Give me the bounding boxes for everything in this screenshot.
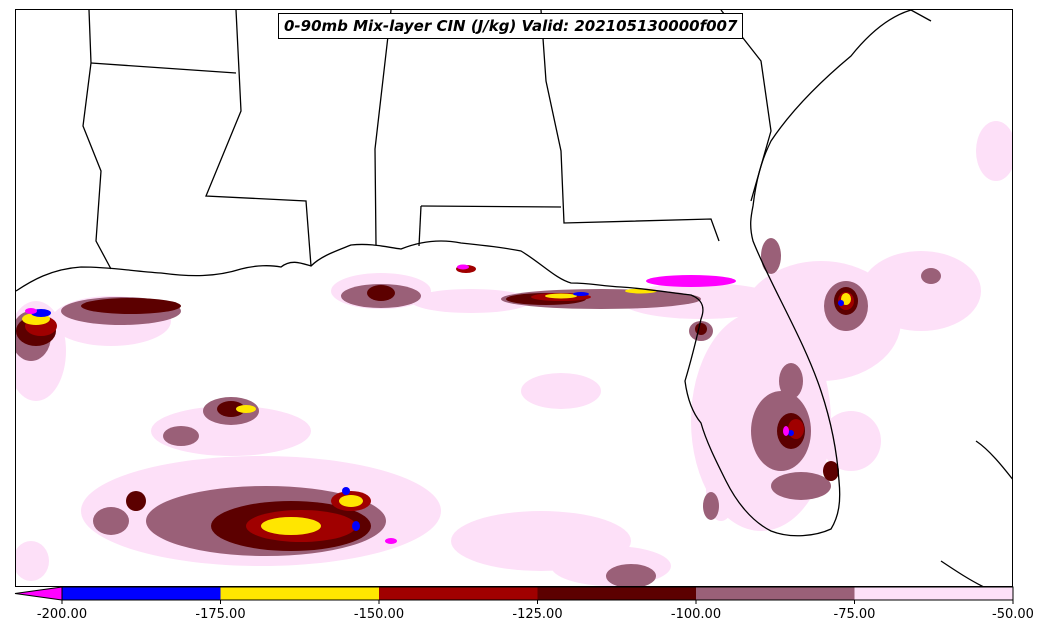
colorbar-tick-label: -50.00 xyxy=(992,607,1034,622)
colorbar-tick-label: -100.00 xyxy=(670,607,722,622)
cin-fill-magenta xyxy=(25,264,789,544)
colorbar-tick-label: -150.00 xyxy=(353,607,405,622)
coastlines xyxy=(16,10,1012,586)
colorbar-segment-0 xyxy=(62,587,221,600)
state-borders xyxy=(82,10,772,270)
colorbar-outline xyxy=(61,586,1014,601)
colorbar-tick-label: -75.00 xyxy=(833,607,876,622)
colorbar xyxy=(14,586,1014,604)
colorbar-tick-label: -125.00 xyxy=(512,607,563,622)
colorbar-segment-3 xyxy=(537,587,696,600)
colorbar-tick-label: -200.00 xyxy=(36,607,88,622)
colorbar-segment-1 xyxy=(220,587,379,600)
cin-map xyxy=(16,10,1012,586)
map-panel xyxy=(15,9,1013,587)
colorbar-extend-triangle xyxy=(14,586,63,601)
map-title: 0-90mb Mix-layer CIN (J/kg) Valid: 20210… xyxy=(278,13,744,39)
colorbar-tick-label: -175.00 xyxy=(195,607,246,622)
cin-fill-blue xyxy=(31,292,844,531)
colorbar-segment-2 xyxy=(379,587,538,600)
colorbar-segment-4 xyxy=(696,587,855,600)
colorbar-segment-5 xyxy=(854,587,1013,600)
